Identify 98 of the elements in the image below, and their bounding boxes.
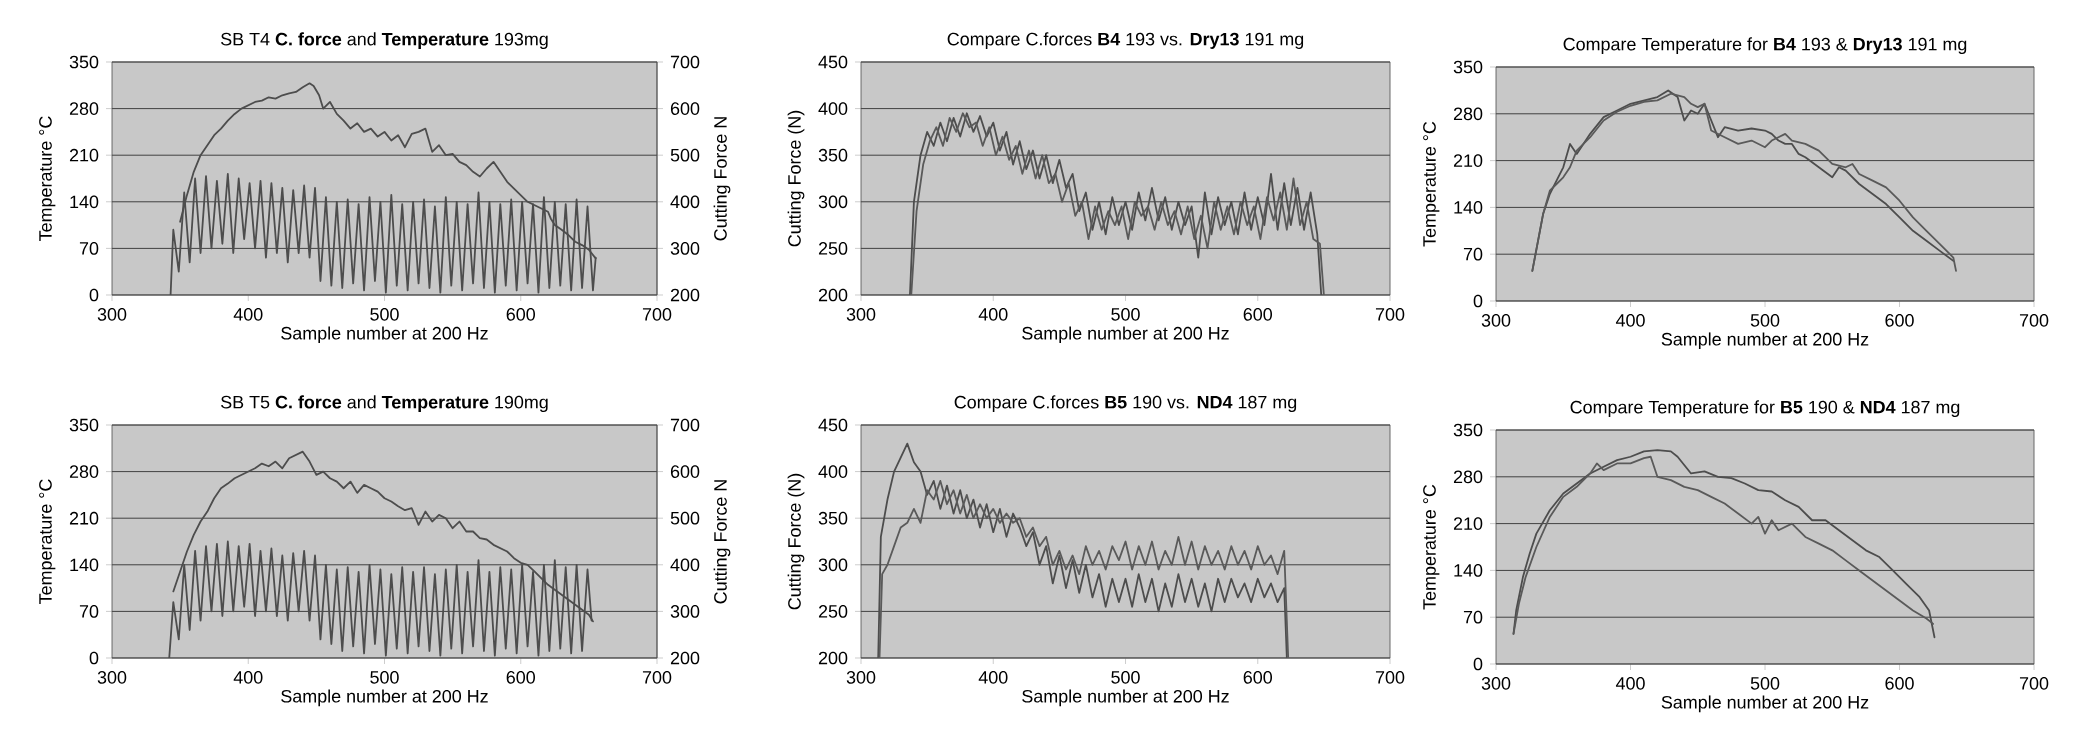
y2-tick-label: 700 — [670, 418, 700, 432]
y-tick-label: 350 — [1453, 423, 1483, 437]
chart-title: Compare C.forces B5 190 vs. ND4 187 mg — [954, 395, 1297, 412]
y-tick-label: 0 — [1473, 294, 1483, 308]
x-tick-label: 500 — [1111, 308, 1140, 321]
y-tick-label: 300 — [818, 195, 848, 209]
x-tick-label: 700 — [1375, 671, 1405, 684]
y-tick-label: 450 — [818, 418, 848, 432]
x-tick-label: 700 — [642, 308, 672, 321]
chart-title: Compare Temperature for B4 193 & Dry13 191 mg — [1563, 37, 1967, 54]
x-tick-label: 400 — [1615, 314, 1645, 327]
y-tick-label: 450 — [818, 55, 848, 69]
x-tick-label: 400 — [233, 671, 263, 684]
x-tick-label: 600 — [1885, 314, 1914, 327]
y-tick-label: 400 — [818, 102, 848, 115]
chart-title: SB T5 C. force and Temperature 190mg — [221, 395, 548, 413]
y-tick-label: 210 — [69, 148, 99, 162]
y-tick-label: 350 — [69, 418, 99, 432]
y-tick-label: 70 — [79, 605, 99, 618]
y-axis-title: Cutting Force (N) — [787, 473, 805, 610]
x-axis-title: Sample number at 200 Hz — [281, 689, 488, 707]
x-axis-title: Sample number at 200 Hz — [281, 326, 488, 344]
y-tick-label: 280 — [69, 102, 99, 115]
y-tick-label: 140 — [1454, 201, 1483, 214]
x-tick-label: 600 — [1243, 308, 1273, 321]
y-tick-label: 210 — [1453, 154, 1483, 167]
y-tick-label: 400 — [818, 465, 848, 478]
y-tick-label: 140 — [1454, 564, 1483, 577]
x-tick-label: 500 — [1750, 314, 1780, 327]
y-tick-label: 250 — [818, 605, 848, 618]
y-tick-label: 0 — [89, 651, 99, 665]
y2-tick-label: 500 — [670, 148, 700, 162]
y2-tick-label: 200 — [670, 288, 700, 302]
y-tick-label: 250 — [818, 242, 848, 255]
y-tick-label: 0 — [89, 288, 99, 302]
y2-tick-label: 500 — [670, 511, 700, 525]
y2-tick-label: 600 — [670, 465, 700, 478]
x-axis-title: Sample number at 200 Hz — [1022, 689, 1229, 707]
x-tick-label: 700 — [1375, 308, 1405, 321]
x-tick-label: 600 — [1885, 677, 1914, 690]
x-tick-label: 600 — [1243, 671, 1273, 684]
chart-title: Compare Temperature for B5 190 & ND4 187 mg — [1570, 400, 1960, 418]
y2-tick-label: 700 — [670, 55, 700, 69]
x-tick-label: 500 — [1750, 677, 1780, 690]
x-tick-label: 700 — [2019, 314, 2049, 327]
chart-title: SB T4 C. force and Temperature 193mg — [221, 32, 548, 49]
x-tick-label: 600 — [506, 671, 536, 684]
y-axis-title: Temperature °C — [1423, 484, 1440, 610]
y-tick-label: 70 — [1463, 247, 1483, 261]
y-tick-label: 70 — [79, 242, 99, 255]
y-tick-label: 140 — [70, 195, 99, 209]
y2-tick-label: 300 — [670, 242, 700, 255]
y-axis-title: Temperature °C — [39, 479, 56, 604]
y-tick-label: 200 — [818, 651, 848, 665]
x-tick-label: 300 — [97, 671, 127, 684]
x-tick-label: 300 — [97, 308, 127, 321]
y2-tick-label: 600 — [670, 102, 700, 115]
y2-tick-label: 300 — [670, 605, 700, 618]
y-tick-label: 280 — [1453, 470, 1483, 484]
chart-title: Compare C.forces B4 193 vs. Dry13 191 mg — [947, 32, 1304, 49]
x-tick-label: 400 — [978, 308, 1008, 321]
x-tick-label: 500 — [370, 671, 399, 684]
y2-axis-title: Cutting Force N — [713, 117, 731, 241]
x-tick-label: 400 — [233, 308, 263, 321]
y-tick-label: 350 — [818, 148, 848, 162]
x-axis-title: Sample number at 200 Hz — [1661, 695, 1869, 713]
y-tick-label: 0 — [1473, 657, 1483, 671]
y-tick-label: 140 — [70, 558, 99, 572]
y-axis-title: Temperature °C — [39, 116, 56, 241]
y-tick-label: 210 — [69, 511, 99, 525]
y2-tick-label: 200 — [670, 651, 700, 665]
x-tick-label: 500 — [370, 308, 399, 321]
y-tick-label: 70 — [1463, 610, 1483, 624]
x-tick-label: 300 — [1481, 314, 1511, 327]
x-tick-label: 400 — [978, 671, 1008, 684]
x-tick-label: 400 — [1615, 677, 1645, 690]
y-axis-title: Temperature °C — [1423, 121, 1440, 247]
y-axis-title: Cutting Force (N) — [787, 110, 805, 247]
y2-axis-title: Cutting Force N — [713, 480, 731, 604]
y-tick-label: 200 — [818, 288, 848, 302]
x-axis-title: Sample number at 200 Hz — [1022, 326, 1229, 344]
y2-tick-label: 400 — [670, 558, 700, 572]
x-tick-label: 300 — [846, 308, 876, 321]
y-tick-label: 280 — [69, 465, 99, 478]
x-tick-label: 300 — [846, 671, 876, 684]
y-tick-label: 350 — [818, 511, 848, 525]
y-tick-label: 210 — [1453, 517, 1483, 530]
x-axis-title: Sample number at 200 Hz — [1661, 332, 1869, 350]
x-tick-label: 600 — [506, 308, 536, 321]
x-tick-label: 700 — [642, 671, 672, 684]
y-tick-label: 350 — [1453, 60, 1483, 74]
y-tick-label: 350 — [69, 55, 99, 69]
x-tick-label: 700 — [2019, 677, 2049, 690]
x-tick-label: 300 — [1481, 677, 1511, 690]
x-tick-label: 500 — [1111, 671, 1140, 684]
y-tick-label: 280 — [1453, 107, 1483, 121]
y-tick-label: 300 — [818, 558, 848, 572]
y2-tick-label: 400 — [670, 195, 700, 209]
